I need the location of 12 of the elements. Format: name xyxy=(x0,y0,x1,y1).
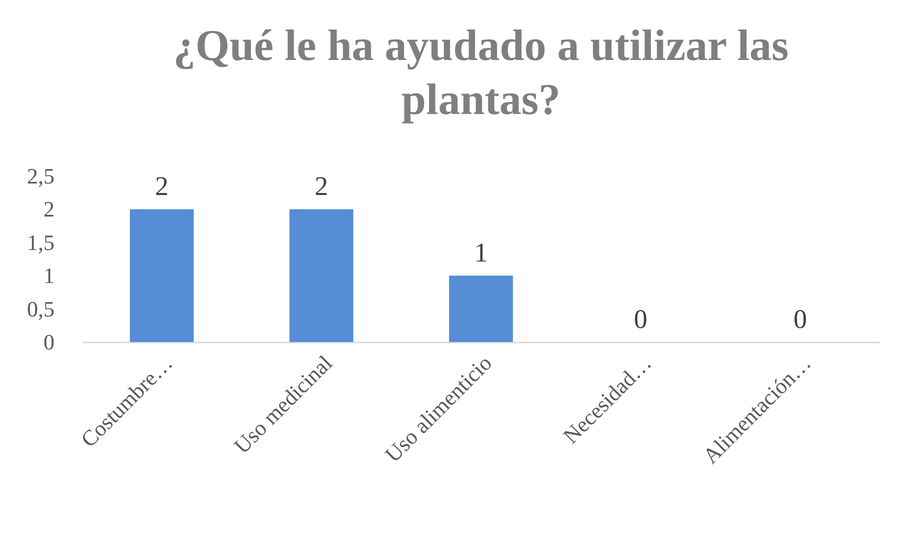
data-label: 2 xyxy=(155,171,169,202)
y-tick-label: 0 xyxy=(44,330,54,354)
y-tick-label: 0,5 xyxy=(27,296,54,322)
y-tick-label: 2 xyxy=(44,196,54,222)
data-label: 2 xyxy=(314,171,328,202)
y-tick-label: 1 xyxy=(44,263,54,288)
y-tick-label: 1,5 xyxy=(27,230,54,255)
data-label: 0 xyxy=(634,304,648,334)
data-label: 1 xyxy=(474,238,488,268)
data-label: 0 xyxy=(793,304,807,334)
y-tick-label: 2,5 xyxy=(27,164,54,188)
chart-title: ¿Qué le ha ayudado a utilizar las plantas? xyxy=(173,21,789,124)
